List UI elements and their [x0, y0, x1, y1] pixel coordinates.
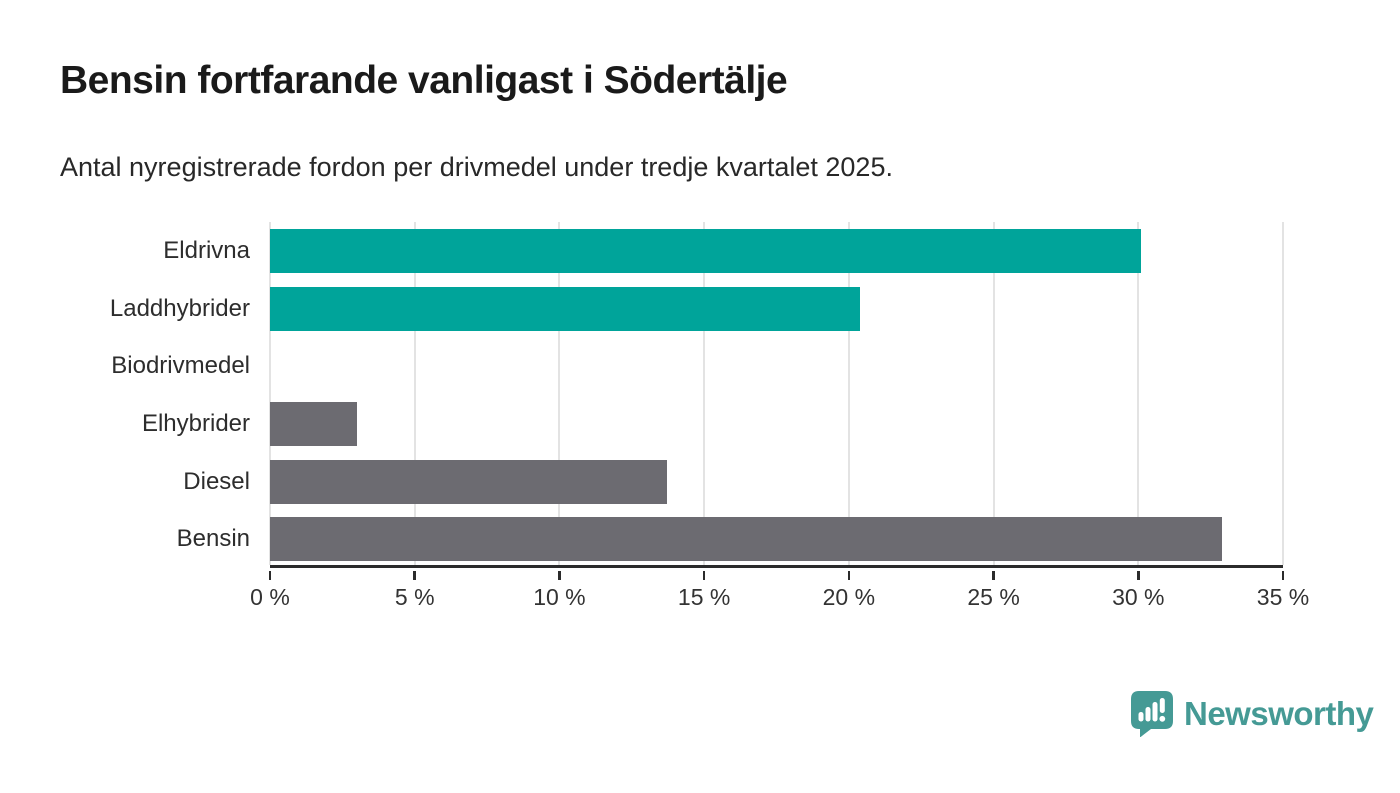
gridline — [1282, 222, 1284, 565]
bar-elhybrider — [270, 401, 357, 446]
x-axis-tick-label: 25 % — [967, 584, 1020, 610]
x-axis-tick-label: 20 % — [822, 584, 876, 610]
x-axis-tick — [1137, 571, 1140, 580]
x-axis-tick — [558, 571, 561, 580]
newsworthy-logo-icon — [1131, 691, 1173, 737]
bar-bensin — [270, 517, 1223, 562]
chart-subtitle: Antal nyregistrerade fordon per drivmede… — [60, 152, 893, 182]
x-axis-tick-label: 35 % — [1256, 584, 1310, 610]
category-label: Eldrivna — [163, 237, 250, 264]
category-label: Laddhybrider — [109, 294, 250, 322]
gridline — [992, 222, 995, 565]
gridline — [703, 222, 706, 565]
x-axis-tick — [268, 571, 272, 580]
x-axis-tick — [1281, 571, 1285, 580]
category-label: Elhybrider — [141, 410, 250, 437]
chart-title: Bensin fortfarande vanligast i Södertälj… — [60, 59, 788, 102]
gridline — [558, 222, 561, 565]
gridline — [847, 222, 850, 565]
bar-eldrivna — [270, 228, 1142, 273]
category-label: Bensin — [176, 525, 250, 553]
bar-diesel — [270, 459, 667, 504]
x-axis-tick — [992, 571, 995, 580]
category-label: Biodrivmedel — [111, 352, 250, 380]
newsworthy-logo-text: Newsworthy — [1184, 694, 1374, 732]
x-axis-tick-label: 30 % — [1112, 584, 1165, 610]
plot-area: 0 % 5 % 10 % 15 % 20 % 25 % 30 % 35 % — [250, 222, 1309, 610]
x-axis-tick-label: 10 % — [533, 584, 586, 610]
category-label-column: Eldrivna Laddhybrider Biodrivmedel Elhybrid… — [60, 222, 250, 568]
x-axis-tick — [847, 571, 851, 580]
x-axis-tick — [413, 571, 416, 580]
newsworthy-logo: Newsworthy — [1130, 690, 1374, 737]
gridline — [269, 222, 271, 565]
x-axis-tick-label: 0 % — [250, 584, 290, 610]
category-label: Diesel — [183, 467, 250, 495]
bar-chart: Eldrivna Laddhybrider Biodrivmedel Elhybrid… — [60, 222, 1350, 622]
gridline — [1137, 222, 1140, 565]
gridline — [413, 222, 416, 565]
bar-laddhybrider — [270, 286, 861, 331]
x-axis-tick — [702, 571, 706, 580]
x-axis-tick-label: 15 % — [677, 584, 731, 610]
x-axis-tick-label: 5 % — [394, 584, 435, 610]
